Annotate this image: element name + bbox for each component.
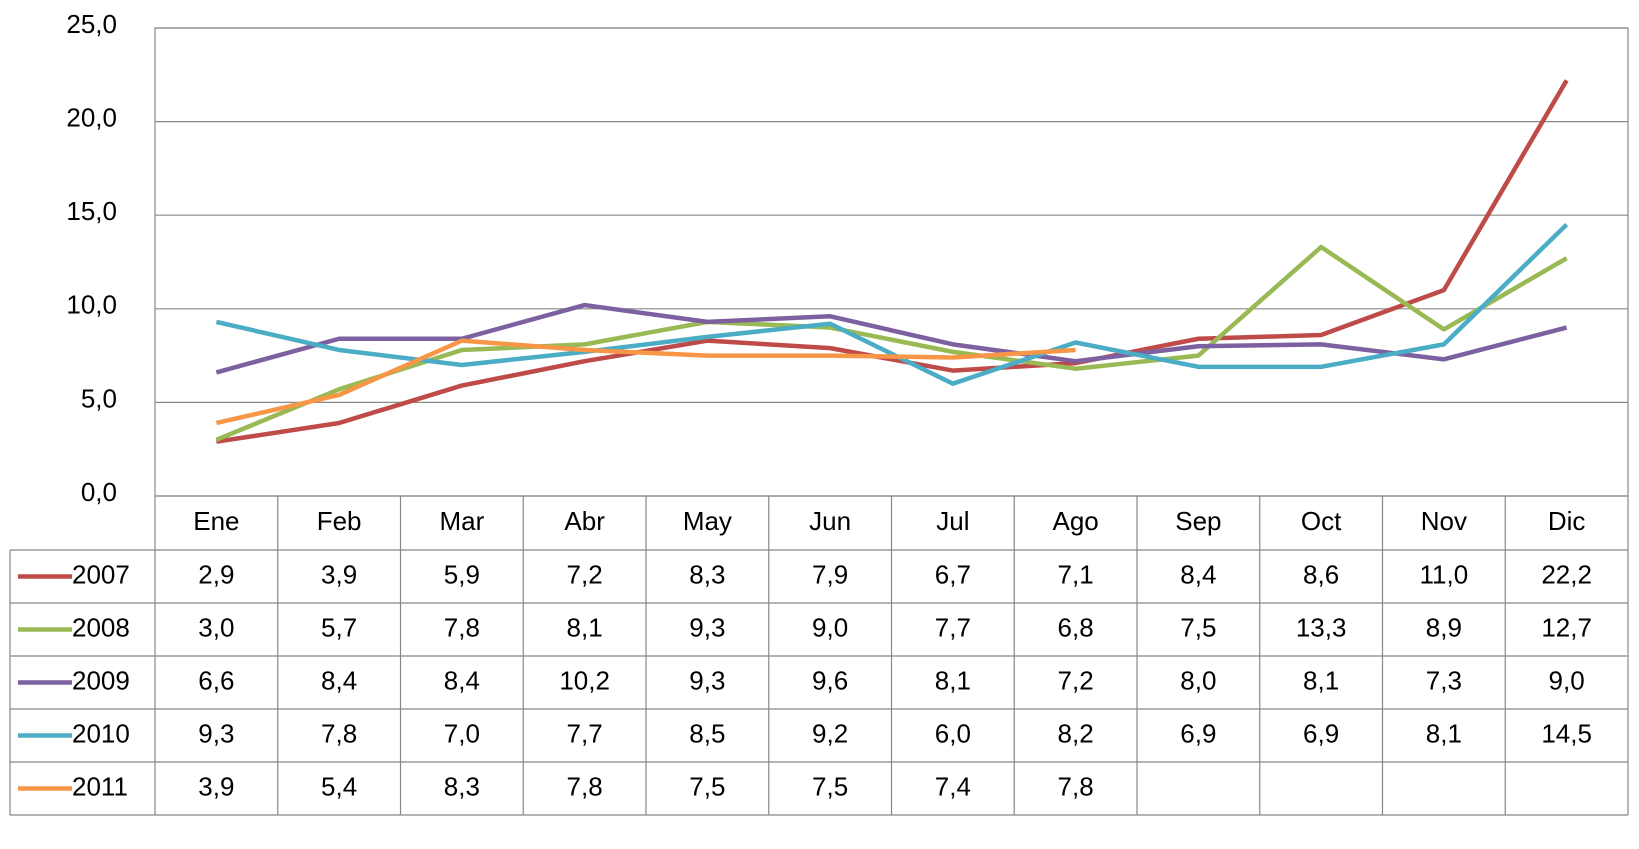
table-value: 7,5 [1180, 612, 1216, 642]
table-value: 7,8 [444, 612, 480, 642]
legend-label: 2007 [72, 559, 130, 589]
x-tick-label: Ago [1052, 506, 1098, 536]
x-tick-label: Jul [936, 506, 969, 536]
table-value: 5,7 [321, 612, 357, 642]
table-value: 7,7 [567, 718, 603, 748]
series-line [215, 244, 1568, 442]
table-value: 5,4 [321, 771, 357, 801]
table-value: 22,2 [1541, 559, 1592, 589]
x-tick-label: Feb [317, 506, 362, 536]
y-tick-label: 10,0 [66, 290, 117, 320]
y-tick-label: 0,0 [81, 477, 117, 507]
table-value: 12,7 [1541, 612, 1592, 642]
table-value: 6,0 [935, 718, 971, 748]
series-line [215, 302, 1568, 375]
table-value: 8,5 [689, 718, 725, 748]
table-value: 8,0 [1180, 665, 1216, 695]
table-value: 7,5 [689, 771, 725, 801]
table-value: 7,5 [812, 771, 848, 801]
table-value: 11,0 [1420, 559, 1469, 589]
table-value: 10,2 [559, 665, 610, 695]
y-tick-label: 25,0 [66, 9, 117, 39]
x-tick-label: Nov [1421, 506, 1467, 536]
series-line [215, 222, 1569, 386]
plot-border [154, 27, 1629, 497]
table-value: 7,7 [935, 612, 971, 642]
table-value: 8,4 [321, 665, 357, 695]
table-value: 7,0 [444, 718, 480, 748]
y-tick-label: 20,0 [66, 102, 117, 132]
x-tick-label: Dic [1548, 506, 1586, 536]
table-value: 6,9 [1303, 718, 1339, 748]
table-value: 6,8 [1058, 612, 1094, 642]
y-tick-label: 5,0 [81, 383, 117, 413]
table-value: 7,2 [1058, 665, 1094, 695]
table-value: 3,9 [321, 559, 357, 589]
x-tick-label: Sep [1175, 506, 1221, 536]
x-tick-label: Oct [1301, 506, 1342, 536]
table-value: 13,3 [1296, 612, 1347, 642]
table-value: 8,4 [1180, 559, 1216, 589]
y-tick-label: 15,0 [66, 196, 117, 226]
table-value: 9,3 [689, 665, 725, 695]
legend-label: 2011 [72, 771, 128, 801]
table-value: 8,1 [1303, 665, 1339, 695]
table-value: 8,1 [1426, 718, 1462, 748]
table-value: 7,1 [1058, 559, 1094, 589]
table-value: 8,6 [1303, 559, 1339, 589]
series-line [215, 338, 1076, 426]
table-value: 9,6 [812, 665, 848, 695]
table-value: 8,2 [1058, 718, 1094, 748]
legend-label: 2009 [72, 665, 130, 695]
table-value: 8,4 [444, 665, 480, 695]
table-value: 9,2 [812, 718, 848, 748]
table-value: 7,8 [567, 771, 603, 801]
table-value: 7,4 [935, 771, 971, 801]
table-value: 9,0 [812, 612, 848, 642]
x-tick-label: May [683, 506, 732, 536]
table-value: 3,9 [198, 771, 234, 801]
table-value: 8,9 [1426, 612, 1462, 642]
table-value: 7,9 [812, 559, 848, 589]
legend-label: 2010 [72, 718, 130, 748]
table-value: 7,3 [1426, 665, 1462, 695]
table-value: 9,0 [1549, 665, 1585, 695]
x-tick-label: Mar [439, 506, 484, 536]
table-value: 6,6 [198, 665, 234, 695]
table-value: 8,1 [567, 612, 603, 642]
table-value: 9,3 [689, 612, 725, 642]
table-value: 8,3 [689, 559, 725, 589]
table-value: 8,1 [935, 665, 971, 695]
table-value: 7,8 [1058, 771, 1094, 801]
table-value: 7,2 [567, 559, 603, 589]
table-value: 7,8 [321, 718, 357, 748]
table-value: 6,7 [935, 559, 971, 589]
table-value: 6,9 [1180, 718, 1216, 748]
x-tick-label: Abr [564, 506, 605, 536]
x-tick-label: Jun [809, 506, 851, 536]
table-value: 3,0 [198, 612, 234, 642]
table-value: 14,5 [1541, 718, 1592, 748]
table-value: 2,9 [198, 559, 234, 589]
table-value: 5,9 [444, 559, 480, 589]
series-line [216, 79, 1569, 444]
table-value: 8,3 [444, 771, 480, 801]
table-value: 9,3 [198, 718, 234, 748]
x-tick-label: Ene [193, 506, 239, 536]
legend-label: 2008 [72, 612, 130, 642]
